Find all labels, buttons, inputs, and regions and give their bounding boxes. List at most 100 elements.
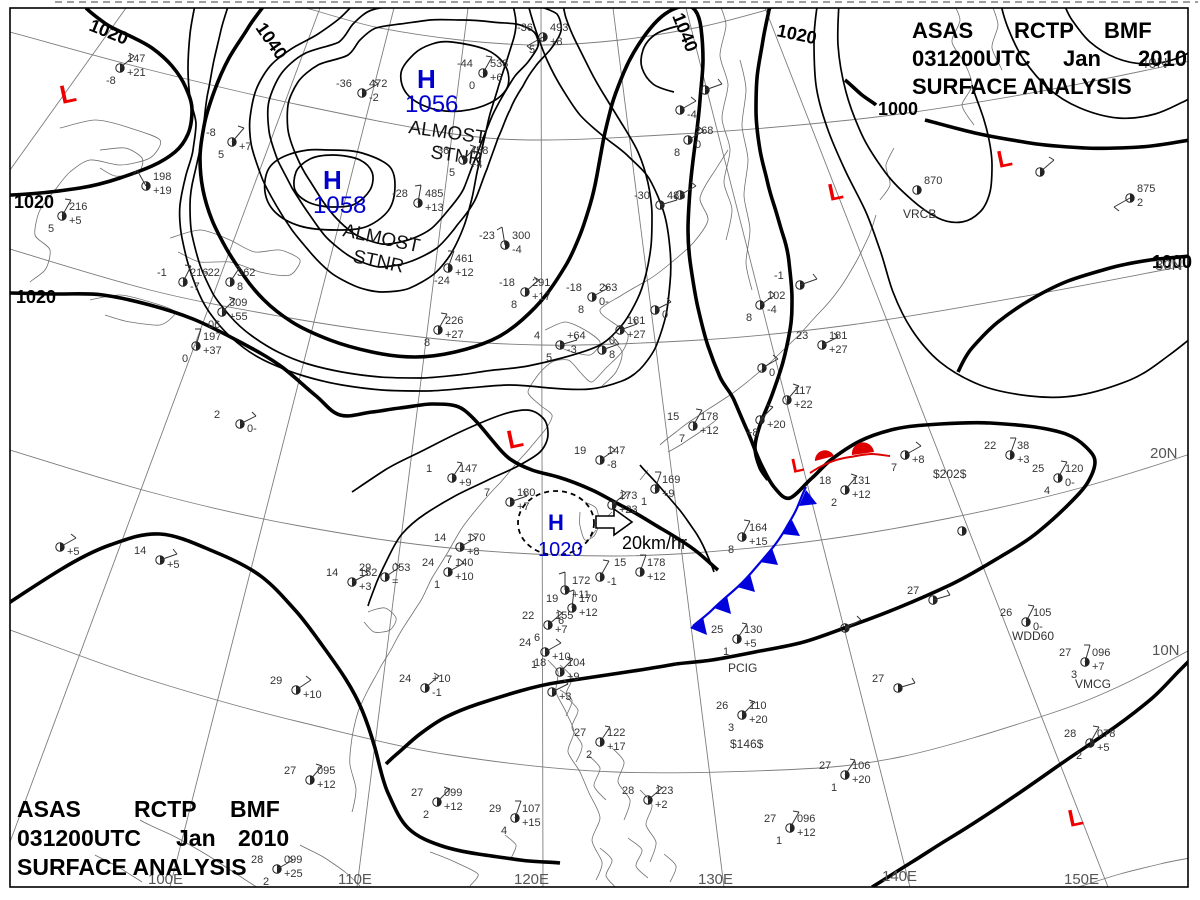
- svg-text:0: 0: [769, 367, 775, 379]
- svg-text:1000: 1000: [1152, 252, 1192, 272]
- svg-text:147: 147: [459, 463, 477, 475]
- svg-text:-24: -24: [434, 275, 450, 287]
- svg-text:19: 19: [574, 445, 586, 457]
- svg-text:0-: 0-: [599, 296, 609, 308]
- svg-text:870: 870: [924, 175, 942, 187]
- svg-text:+7: +7: [1092, 661, 1105, 673]
- svg-text:-22: -22: [204, 267, 220, 279]
- svg-text:117: 117: [794, 385, 812, 397]
- svg-text:1058: 1058: [313, 192, 366, 219]
- svg-text:-23: -23: [479, 230, 495, 242]
- svg-text:25: 25: [711, 624, 723, 636]
- svg-text:36: 36: [437, 145, 449, 157]
- svg-text:14: 14: [134, 545, 146, 557]
- svg-text:27: 27: [764, 813, 776, 825]
- svg-text:106: 106: [852, 760, 870, 772]
- svg-text:-7: -7: [190, 281, 200, 293]
- svg-text:226: 226: [445, 315, 463, 327]
- svg-text:+8: +8: [912, 454, 925, 466]
- svg-text:+5: +5: [67, 546, 80, 558]
- svg-text:+5: +5: [1097, 742, 1110, 754]
- svg-text:L: L: [504, 422, 526, 455]
- svg-text:28: 28: [251, 854, 263, 866]
- svg-text:3: 3: [1071, 669, 1077, 681]
- svg-text:+17: +17: [532, 291, 551, 303]
- svg-text:170: 170: [579, 593, 597, 605]
- svg-text:485: 485: [425, 188, 443, 200]
- svg-text:1: 1: [831, 782, 837, 794]
- svg-text:29: 29: [359, 562, 371, 574]
- svg-text:5: 5: [529, 44, 535, 56]
- svg-text:15: 15: [667, 411, 679, 423]
- svg-text:-8: -8: [607, 459, 617, 471]
- svg-text:18: 18: [819, 475, 831, 487]
- svg-text:-36: -36: [517, 22, 533, 34]
- svg-text:2: 2: [586, 749, 592, 761]
- svg-text:+3: +3: [559, 691, 572, 703]
- svg-text:24: 24: [422, 557, 434, 569]
- svg-text:14: 14: [326, 567, 338, 579]
- svg-text:164: 164: [749, 522, 767, 534]
- svg-text:-44: -44: [457, 58, 473, 70]
- svg-text:130: 130: [744, 624, 762, 636]
- svg-text:107: 107: [522, 803, 540, 815]
- svg-text:268: 268: [695, 125, 713, 137]
- svg-text:4: 4: [534, 330, 540, 342]
- svg-text:099: 099: [284, 854, 302, 866]
- svg-text:+8: +8: [550, 36, 563, 48]
- svg-text:H: H: [548, 510, 564, 535]
- svg-text:8: 8: [578, 304, 584, 316]
- svg-text:2: 2: [423, 809, 429, 821]
- svg-text:L: L: [789, 454, 806, 478]
- svg-text:7: 7: [484, 487, 490, 499]
- svg-text:+10: +10: [455, 571, 474, 583]
- svg-text:+27: +27: [445, 329, 464, 341]
- svg-text:23: 23: [796, 330, 808, 342]
- svg-text:7: 7: [679, 433, 685, 445]
- svg-text:15: 15: [614, 557, 626, 569]
- svg-text:2: 2: [263, 876, 269, 888]
- svg-text:+4: +4: [470, 159, 483, 171]
- svg-text:1000: 1000: [878, 99, 918, 119]
- svg-text:2: 2: [1137, 197, 1143, 209]
- svg-text:L: L: [1066, 803, 1086, 832]
- svg-text:1: 1: [776, 835, 782, 847]
- svg-text:1: 1: [531, 659, 537, 671]
- svg-text:031200UTC: 031200UTC: [912, 46, 1031, 71]
- svg-text:+20: +20: [767, 419, 786, 431]
- svg-text:096: 096: [1092, 647, 1110, 659]
- svg-text:+7: +7: [517, 501, 530, 513]
- svg-text:H: H: [323, 165, 342, 195]
- svg-text:300: 300: [512, 230, 530, 242]
- svg-text:38: 38: [1017, 440, 1029, 452]
- svg-text:06: 06: [208, 319, 220, 331]
- svg-text:Jan: Jan: [1063, 46, 1101, 71]
- svg-text:22: 22: [984, 440, 996, 452]
- svg-text:078: 078: [1097, 728, 1115, 740]
- svg-text:+12: +12: [700, 425, 719, 437]
- svg-text:-28: -28: [392, 188, 408, 200]
- svg-text:120E: 120E: [514, 871, 549, 888]
- svg-text:+12: +12: [852, 489, 871, 501]
- svg-text:031200UTC: 031200UTC: [17, 825, 141, 851]
- svg-text:8: 8: [237, 281, 243, 293]
- svg-text:+8: +8: [467, 546, 480, 558]
- svg-text:27: 27: [1059, 647, 1071, 659]
- svg-text:26: 26: [716, 700, 728, 712]
- svg-text:096: 096: [797, 813, 815, 825]
- svg-text:+12: +12: [444, 801, 463, 813]
- svg-text:BMF: BMF: [1104, 18, 1152, 43]
- svg-text:1: 1: [426, 463, 432, 475]
- svg-text:L: L: [826, 177, 846, 206]
- svg-text:172: 172: [572, 575, 590, 587]
- svg-text:1: 1: [434, 579, 440, 591]
- svg-text:14: 14: [434, 532, 446, 544]
- svg-text:0-: 0-: [247, 423, 257, 435]
- svg-text:6: 6: [534, 632, 540, 644]
- svg-text:+55: +55: [229, 311, 248, 323]
- svg-text:053: 053: [392, 562, 410, 574]
- svg-text:25: 25: [1032, 463, 1044, 475]
- svg-text:8: 8: [728, 544, 734, 556]
- svg-text:5: 5: [449, 167, 455, 179]
- svg-text:263: 263: [599, 282, 617, 294]
